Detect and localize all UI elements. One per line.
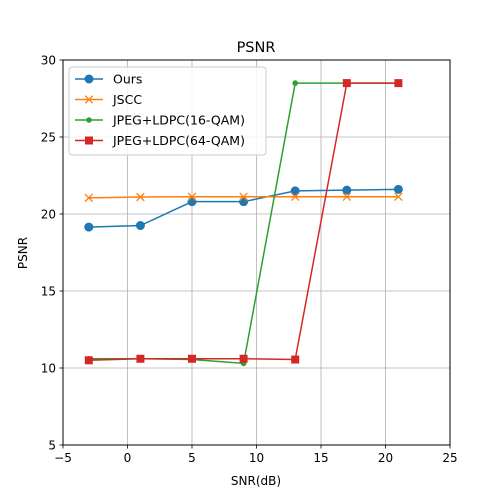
- data-point: [239, 192, 248, 202]
- x-tick-label: 25: [442, 451, 457, 465]
- legend-item: JPEG+LDPC(64-QAM): [75, 133, 245, 148]
- data-point: [290, 186, 300, 196]
- data-point: [393, 184, 403, 194]
- x-tick-label: 5: [188, 451, 196, 465]
- legend-marker: [84, 95, 94, 104]
- legend-label: JPEG+LDPC(64-QAM): [112, 133, 245, 148]
- data-point: [187, 197, 197, 207]
- x-tick-label: 15: [313, 451, 328, 465]
- y-axis-label: PSNR: [16, 237, 30, 269]
- y-tick-label: 15: [41, 284, 56, 298]
- data-point: [292, 80, 299, 86]
- data-point: [342, 192, 352, 202]
- y-tick-label: 25: [41, 130, 56, 144]
- y-tick-label: 30: [41, 53, 56, 67]
- series-2: [84, 192, 403, 203]
- data-point: [187, 192, 197, 202]
- legend-item: JSCC: [75, 92, 142, 107]
- data-point: [342, 185, 352, 195]
- data-point: [84, 193, 94, 203]
- legend-label: Ours: [113, 72, 142, 87]
- data-point: [239, 197, 249, 207]
- series-4: [84, 79, 403, 365]
- legend-marker: [86, 117, 92, 123]
- data-point: [135, 221, 145, 231]
- y-tick-label: 20: [41, 207, 56, 221]
- data-point: [239, 354, 248, 363]
- data-point: [342, 79, 351, 88]
- legend-marker: [85, 136, 93, 145]
- y-tick-label: 10: [41, 361, 56, 375]
- data-point: [290, 192, 300, 202]
- series-1: [84, 184, 403, 232]
- y-axis: 5 10 15 20 25 30: [41, 53, 63, 452]
- data-point: [188, 354, 196, 363]
- x-axis: −5 0 5 10 15 20 25: [54, 445, 458, 465]
- legend-label: JSCC: [112, 92, 142, 107]
- data-point: [136, 354, 145, 363]
- x-tick-label: 0: [124, 451, 132, 465]
- data-point: [291, 355, 300, 364]
- x-axis-label: SNR(dB): [231, 474, 281, 488]
- y-tick-label: 5: [48, 438, 56, 452]
- legend-marker: [84, 74, 94, 84]
- x-tick-label: −5: [54, 451, 72, 465]
- plot-area: [84, 79, 403, 367]
- legend: Ours JSCC JPEG+LDPC(16-QAM) JPEG+LDPC(64-QA…: [68, 66, 267, 156]
- data-point: [84, 222, 94, 232]
- data-point: [394, 192, 403, 202]
- legend-item: JPEG+LDPC(16-QAM): [75, 113, 245, 128]
- legend-item: Ours: [75, 72, 142, 87]
- legend-box: [68, 66, 267, 156]
- x-tick-label: 20: [378, 451, 393, 465]
- data-point: [136, 192, 145, 202]
- data-point: [394, 79, 403, 88]
- chart-title: PSNR: [237, 40, 276, 56]
- data-point: [84, 356, 93, 365]
- x-tick-label: 10: [249, 451, 264, 465]
- legend-label: JPEG+LDPC(16-QAM): [112, 113, 245, 128]
